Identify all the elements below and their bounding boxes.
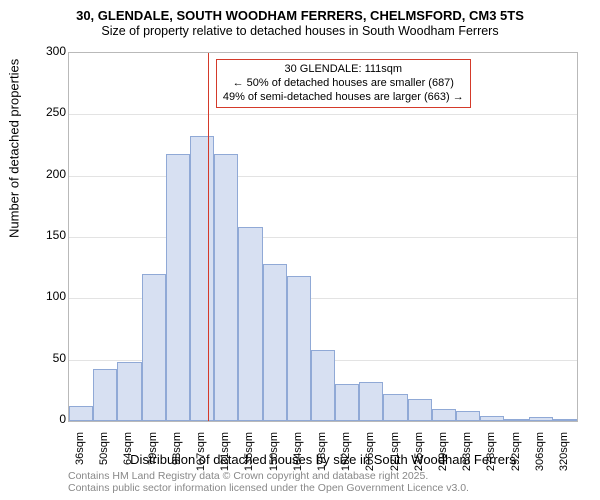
histogram-bar [408, 399, 432, 421]
x-tick-label: 164sqm [292, 432, 304, 482]
x-tick-label: 64sqm [122, 432, 134, 482]
histogram-bar [117, 362, 141, 421]
plot-area: 30 GLENDALE: 111sqm← 50% of detached hou… [68, 52, 578, 422]
y-tick-label: 0 [26, 412, 66, 426]
footer-line-2: Contains public sector information licen… [68, 482, 469, 494]
x-tick-label: 263sqm [461, 432, 473, 482]
x-tick-label: 93sqm [171, 432, 183, 482]
chart-title-1: 30, GLENDALE, SOUTH WOODHAM FERRERS, CHE… [8, 8, 592, 24]
histogram-bar [311, 350, 335, 421]
y-tick-label: 50 [26, 351, 66, 365]
histogram-bar [480, 416, 504, 421]
y-tick-label: 250 [26, 105, 66, 119]
histogram-bar [553, 419, 577, 421]
x-tick-label: 206sqm [364, 432, 376, 482]
x-tick-label: 292sqm [510, 432, 522, 482]
x-tick-label: 306sqm [534, 432, 546, 482]
x-tick-label: 235sqm [413, 432, 425, 482]
annotation-line-1: 30 GLENDALE: 111sqm [223, 63, 464, 77]
histogram-bar [287, 276, 311, 421]
histogram-bar [359, 382, 383, 421]
y-axis-label: Number of detached properties [7, 59, 22, 238]
x-tick-label: 79sqm [147, 432, 159, 482]
gridline [69, 176, 577, 177]
histogram-bar [335, 384, 359, 421]
x-tick-label: 36sqm [74, 432, 86, 482]
histogram-bar [529, 417, 553, 421]
x-tick-label: 107sqm [195, 432, 207, 482]
y-tick-label: 300 [26, 44, 66, 58]
histogram-bar [263, 264, 287, 421]
histogram-bar [238, 227, 262, 421]
x-tick-label: 135sqm [243, 432, 255, 482]
histogram-bar [166, 154, 190, 421]
histogram-bar [142, 274, 166, 421]
gridline [69, 114, 577, 115]
gridline [69, 237, 577, 238]
x-tick-label: 278sqm [485, 432, 497, 482]
histogram-bar [383, 394, 407, 421]
annotation-line-2: ← 50% of detached houses are smaller (68… [223, 77, 464, 91]
y-tick-label: 100 [26, 289, 66, 303]
y-tick-label: 150 [26, 228, 66, 242]
x-tick-label: 192sqm [340, 432, 352, 482]
x-tick-label: 221sqm [389, 432, 401, 482]
x-tick-label: 249sqm [437, 432, 449, 482]
histogram-bar [69, 406, 93, 421]
annotation-box: 30 GLENDALE: 111sqm← 50% of detached hou… [216, 59, 471, 108]
histogram-bar [214, 154, 238, 421]
histogram-bar [456, 411, 480, 421]
x-tick-label: 150sqm [268, 432, 280, 482]
chart-title-2: Size of property relative to detached ho… [8, 24, 592, 40]
histogram-bar [432, 409, 456, 421]
histogram-bar [93, 369, 117, 421]
y-tick-label: 200 [26, 167, 66, 181]
histogram-bar [190, 136, 214, 421]
x-tick-label: 320sqm [558, 432, 570, 482]
x-tick-label: 178sqm [316, 432, 328, 482]
x-tick-label: 50sqm [98, 432, 110, 482]
histogram-bar [504, 419, 528, 421]
x-tick-label: 121sqm [219, 432, 231, 482]
reference-line [208, 53, 209, 421]
annotation-line-3: 49% of semi-detached houses are larger (… [223, 91, 464, 105]
